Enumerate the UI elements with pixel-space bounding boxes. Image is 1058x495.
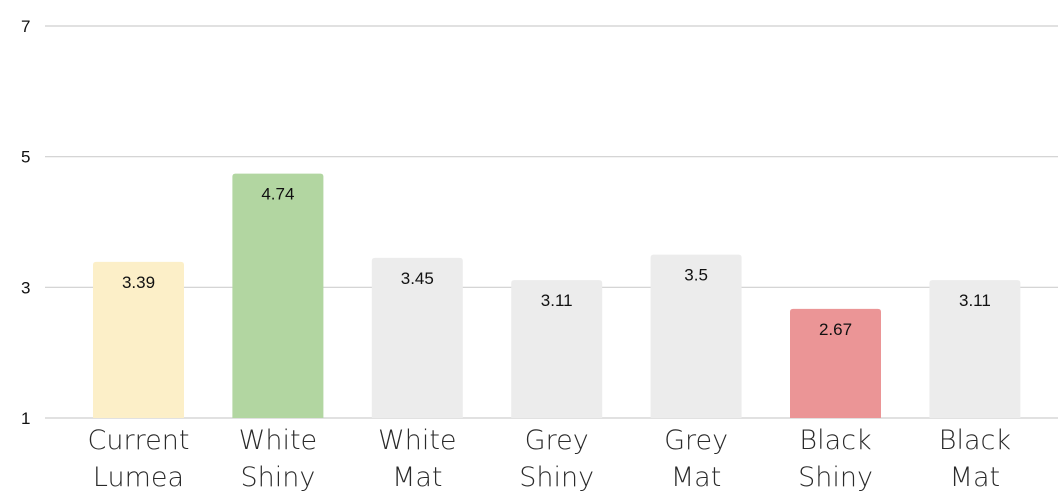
bar-black-shiny [790,308,881,418]
bar-white-shiny [232,173,324,418]
y-tick-label-7: 7 [21,17,30,36]
bar-current-lumea [93,261,184,418]
x-tick-label: Mat [392,462,442,493]
bar-black-mat [929,280,1021,418]
x-tick-label: Black [939,425,1011,456]
bar-value-labels: 3.39 4.74 3.45 3.11 3.5 2.67 3.11 [122,185,991,339]
x-tick-label: White [378,425,457,456]
x-tick-label: Grey [525,425,589,456]
y-axis-tick-labels: 1 3 5 7 [21,17,30,428]
bars [93,173,1021,418]
x-tick-label: Lumea [93,462,184,493]
x-axis-tick-labels: Current Lumea White Shiny White Mat Grey Shiny G… [88,425,1011,493]
bar-value-label: 3.39 [122,273,155,292]
bar-grey-shiny [511,280,603,418]
x-tick-label: Shiny [798,462,873,493]
bar-value-label: 4.74 [261,185,294,204]
bar-value-label: 3.11 [959,291,991,310]
bar-grey-mat [650,254,742,418]
bar-value-label: 2.67 [819,320,852,339]
bar-value-label: 3.45 [401,269,434,288]
x-tick-label: Mat [950,462,1000,493]
x-tick-label: Current [88,425,190,456]
x-tick-label: Shiny [240,462,315,493]
bar-value-label: 3.5 [684,266,708,285]
y-tick-label-5: 5 [21,148,30,167]
x-tick-label: White [239,425,318,456]
bar-value-label: 3.11 [541,291,573,310]
x-tick-label: Black [799,425,871,456]
y-tick-label-1: 1 [21,409,30,428]
x-tick-label: Shiny [519,462,594,493]
x-tick-label: Grey [664,425,728,456]
y-tick-label-3: 3 [21,278,30,297]
bar-white-mat [371,257,463,418]
x-tick-label: Mat [671,462,721,493]
